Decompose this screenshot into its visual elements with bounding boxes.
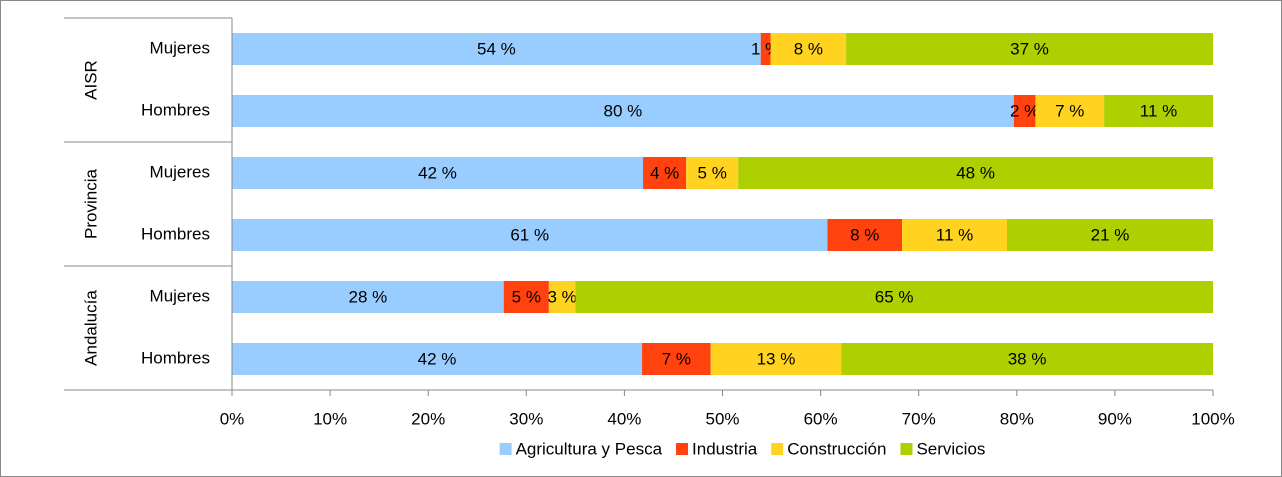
x-tick-label: 60% [804, 409, 838, 428]
bar-segment [1104, 95, 1213, 127]
x-tick-label: 50% [705, 409, 739, 428]
bar-segment [575, 281, 1213, 313]
bar-segment [232, 157, 644, 189]
value-label: 5 % [698, 163, 727, 182]
x-tick-label: 30% [509, 409, 543, 428]
bar-segment [232, 281, 504, 313]
x-tick-label: 80% [1000, 409, 1034, 428]
legend-label: Construcción [787, 439, 886, 458]
legend-swatch [499, 443, 512, 455]
value-label: 42 % [418, 349, 457, 368]
bar-segment [232, 95, 1014, 127]
group-label: AISR [81, 60, 100, 100]
y-tick-label: Hombres [141, 224, 210, 243]
bar-segment [232, 33, 761, 65]
value-label: 21 % [1091, 225, 1130, 244]
x-tick-label: 40% [607, 409, 641, 428]
value-label: 54 % [477, 39, 516, 58]
y-tick-label: Mujeres [150, 162, 210, 181]
x-tick-label: 100% [1191, 409, 1234, 428]
value-label: 11 % [1140, 101, 1178, 120]
legend-label: Industria [692, 439, 758, 458]
x-tick-label: 20% [411, 409, 445, 428]
value-label: 65 % [875, 287, 914, 306]
value-label: 3 % [547, 287, 576, 306]
bar-segment [760, 33, 771, 65]
value-label: 13 % [757, 349, 796, 368]
bar-segment [1013, 95, 1036, 127]
value-label: 5 % [512, 287, 541, 306]
x-tick-label: 90% [1098, 409, 1132, 428]
bar-segment [643, 157, 687, 189]
bar-segment [710, 343, 842, 375]
bar-segment [902, 219, 1007, 251]
value-label: 7 % [662, 349, 691, 368]
group-label: Andalucía [81, 290, 100, 366]
legend-swatch [676, 443, 689, 455]
bar-segment [503, 281, 549, 313]
value-label: 48 % [956, 163, 995, 182]
bar-segment [770, 33, 847, 65]
value-label: 28 % [348, 287, 387, 306]
value-label: 8 % [794, 39, 823, 58]
legend-label: Servicios [916, 439, 985, 458]
legend-swatch [900, 443, 913, 455]
bar-segment [548, 281, 576, 313]
legend-label: Agricultura y Pesca [516, 439, 663, 458]
bar-segment [846, 33, 1213, 65]
group-label: Provincia [81, 168, 100, 238]
x-tick-label: 10% [313, 409, 347, 428]
bar-segment [642, 343, 711, 375]
value-label: 2 % [1010, 101, 1039, 120]
y-tick-label: Mujeres [150, 286, 210, 305]
value-label: 11 % [936, 225, 974, 244]
value-label: 7 % [1055, 101, 1084, 120]
bar-segment [1035, 95, 1105, 127]
bar-segment [827, 219, 903, 251]
value-label: 4 % [650, 163, 679, 182]
bar-segment [232, 219, 828, 251]
bar-segment [841, 343, 1213, 375]
value-label: 38 % [1008, 349, 1047, 368]
value-label: 8 % [850, 225, 879, 244]
bar-segment [738, 157, 1213, 189]
bar-segment [686, 157, 739, 189]
bar-segment [232, 343, 643, 375]
y-tick-label: Hombres [141, 348, 210, 367]
x-tick-label: 70% [902, 409, 936, 428]
bar-segment [1006, 219, 1213, 251]
value-label: 61 % [510, 225, 549, 244]
x-tick-label: 0% [220, 409, 245, 428]
y-tick-label: Hombres [141, 100, 210, 119]
legend-swatch [771, 443, 784, 455]
value-label: 80 % [604, 101, 643, 120]
y-tick-label: Mujeres [150, 38, 210, 57]
value-label: 37 % [1010, 39, 1049, 58]
value-label: 42 % [418, 163, 457, 182]
